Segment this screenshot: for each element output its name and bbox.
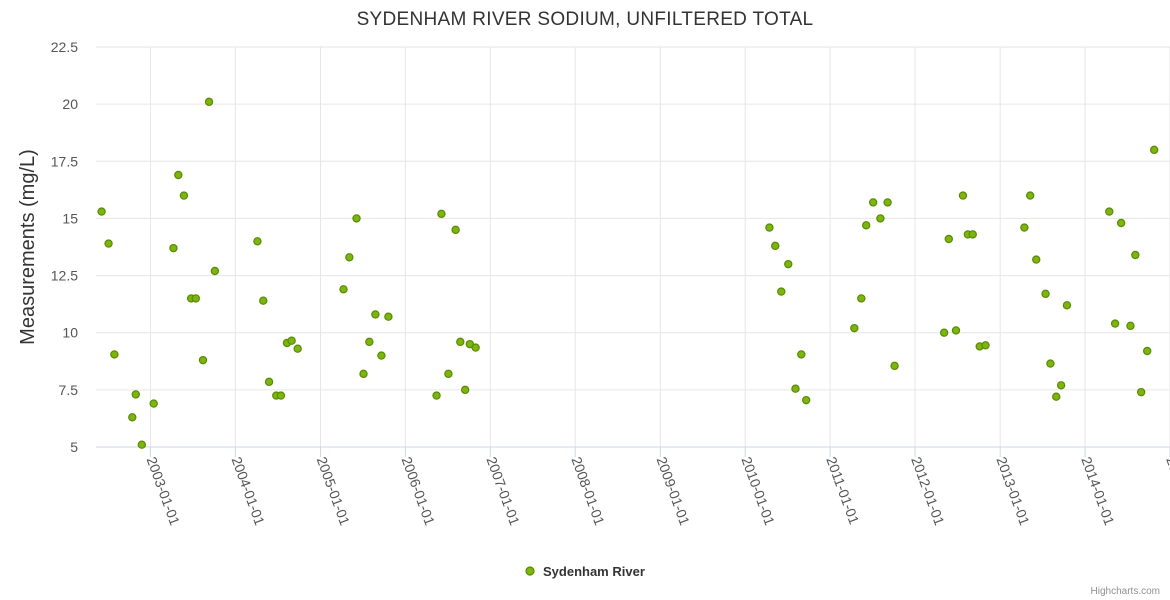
data-point[interactable] [1056, 381, 1066, 390]
data-point[interactable] [384, 312, 393, 321]
data-point[interactable] [365, 337, 374, 347]
data-point[interactable] [951, 326, 961, 335]
y-tick-label: 7.5 [59, 382, 79, 398]
data-point[interactable] [1143, 346, 1152, 356]
data-point[interactable] [939, 328, 949, 337]
data-point[interactable] [944, 234, 953, 244]
data-point[interactable] [174, 170, 183, 180]
data-point[interactable] [791, 384, 800, 393]
data-point[interactable] [784, 259, 793, 269]
data-point[interactable] [169, 243, 178, 253]
data-point[interactable] [131, 390, 140, 399]
y-axis-label: Measurements (mg/L) [17, 149, 39, 345]
credits-link[interactable]: Highcharts.com [1091, 586, 1160, 597]
y-tick-label: 15 [62, 210, 78, 226]
data-point[interactable] [456, 337, 465, 347]
data-point[interactable] [1126, 321, 1135, 331]
y-tick-label: 10 [62, 325, 78, 341]
data-point[interactable] [198, 355, 208, 365]
data-point[interactable] [1020, 223, 1029, 232]
data-point[interactable] [958, 191, 968, 200]
data-point[interactable] [1105, 207, 1114, 216]
data-point[interactable] [287, 336, 296, 345]
data-point[interactable] [797, 350, 806, 359]
data-point[interactable] [1046, 359, 1055, 368]
legend-marker[interactable] [525, 566, 535, 576]
data-point[interactable] [359, 369, 368, 379]
data-point[interactable] [444, 369, 453, 379]
y-tick-label: 20 [62, 96, 78, 112]
data-point[interactable] [883, 198, 892, 207]
legend[interactable]: Sydenham River [525, 564, 645, 579]
data-point[interactable] [179, 191, 189, 200]
data-point[interactable] [1041, 289, 1050, 299]
data-point[interactable] [345, 253, 354, 262]
data-point[interactable] [1052, 392, 1061, 401]
data-point[interactable] [339, 285, 348, 294]
data-point[interactable] [460, 385, 470, 395]
data-point[interactable] [471, 343, 480, 352]
data-point[interactable] [352, 214, 361, 223]
data-point[interactable] [862, 221, 871, 230]
data-point[interactable] [801, 395, 811, 405]
data-point[interactable] [210, 266, 220, 276]
data-point[interactable] [371, 310, 380, 319]
data-point[interactable] [128, 413, 137, 422]
data-point[interactable] [868, 198, 878, 207]
data-point[interactable] [259, 296, 268, 305]
y-axis: 5 7.5 10 12.5 15 17.5 20 22.5 [51, 39, 78, 455]
data-point[interactable] [777, 287, 786, 296]
data-point[interactable] [97, 207, 106, 216]
data-point[interactable] [377, 351, 386, 360]
data-point[interactable] [1062, 301, 1072, 310]
y-tick-label: 17.5 [51, 153, 78, 169]
data-point[interactable] [191, 294, 200, 303]
y-tick-label: 12.5 [51, 268, 78, 284]
y-tick-label: 22.5 [51, 39, 78, 55]
data-point[interactable] [890, 361, 899, 371]
data-point[interactable] [104, 239, 113, 248]
data-point[interactable] [1110, 319, 1120, 328]
data-point[interactable] [264, 377, 274, 387]
data-point[interactable] [204, 97, 214, 107]
data-point[interactable] [1149, 145, 1159, 155]
y-tick-label: 5 [70, 439, 78, 455]
data-point[interactable] [765, 223, 774, 232]
data-point[interactable] [771, 241, 780, 251]
data-point[interactable] [1131, 250, 1140, 260]
data-point[interactable] [1136, 387, 1146, 397]
chart-title: SYDENHAM RIVER SODIUM, UNFILTERED TOTAL [357, 9, 814, 30]
data-point[interactable] [981, 341, 990, 350]
data-point[interactable] [149, 399, 158, 408]
data-point[interactable] [293, 344, 302, 353]
data-point[interactable] [253, 237, 262, 246]
data-point[interactable] [876, 214, 885, 223]
data-point[interactable] [137, 440, 147, 449]
series-sydenham-river[interactable] [97, 97, 1159, 449]
data-point[interactable] [1116, 218, 1126, 228]
data-point[interactable] [1025, 191, 1035, 200]
data-point[interactable] [1032, 255, 1041, 264]
data-point[interactable] [437, 209, 446, 219]
data-point[interactable] [432, 391, 441, 400]
grid [96, 46, 1170, 448]
data-point[interactable] [968, 230, 977, 239]
data-point[interactable] [857, 294, 866, 303]
data-point[interactable] [276, 391, 286, 400]
legend-label[interactable]: Sydenham River [543, 564, 645, 579]
data-point[interactable] [850, 323, 859, 333]
data-point[interactable] [110, 350, 119, 359]
data-point[interactable] [451, 225, 460, 235]
